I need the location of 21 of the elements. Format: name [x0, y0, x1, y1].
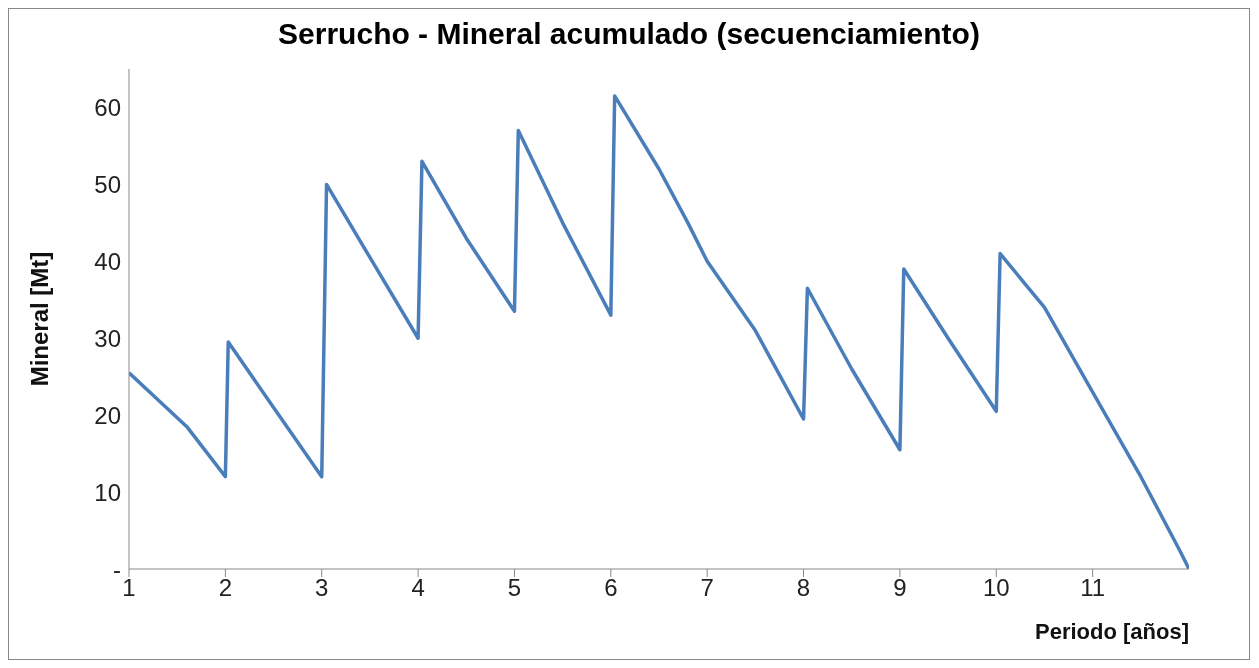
x-tick-label: 1 [122, 574, 136, 602]
x-tick-label: 5 [507, 574, 522, 602]
x-tick-label: 6 [604, 574, 618, 602]
x-axis-title: Periodo [años] [1034, 619, 1189, 644]
y-tick-label: - [113, 555, 121, 583]
x-tick-label: 4 [411, 574, 425, 602]
x-tick-label: 8 [796, 574, 811, 602]
x-tick-label: 3 [315, 574, 329, 602]
x-tick-label: 9 [893, 574, 907, 602]
x-tick-label: 7 [700, 574, 714, 602]
y-tick-label: 60 [94, 93, 121, 121]
y-tick-label: 10 [94, 478, 121, 506]
x-tick-label: 11 [1080, 574, 1106, 602]
x-tick-label: 2 [218, 574, 233, 602]
chart-title: Serrucho - Mineral acumulado (secuenciamiento) [277, 17, 981, 51]
y-tick-label: 20 [94, 401, 121, 429]
y-tick-label: 50 [94, 170, 121, 198]
y-tick-label: 40 [94, 247, 121, 275]
y-tick-label: 30 [94, 324, 121, 352]
y-axis-title: Mineral [Mt] [25, 251, 53, 387]
x-tick-label: 10 [982, 574, 1010, 602]
